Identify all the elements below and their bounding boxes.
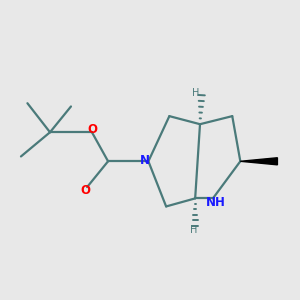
Text: N: N — [140, 154, 149, 167]
Polygon shape — [240, 158, 278, 165]
Text: NH: NH — [206, 196, 226, 209]
Text: O: O — [80, 184, 91, 197]
Text: O: O — [88, 122, 98, 136]
Text: H: H — [190, 225, 197, 235]
Text: H: H — [192, 88, 200, 98]
